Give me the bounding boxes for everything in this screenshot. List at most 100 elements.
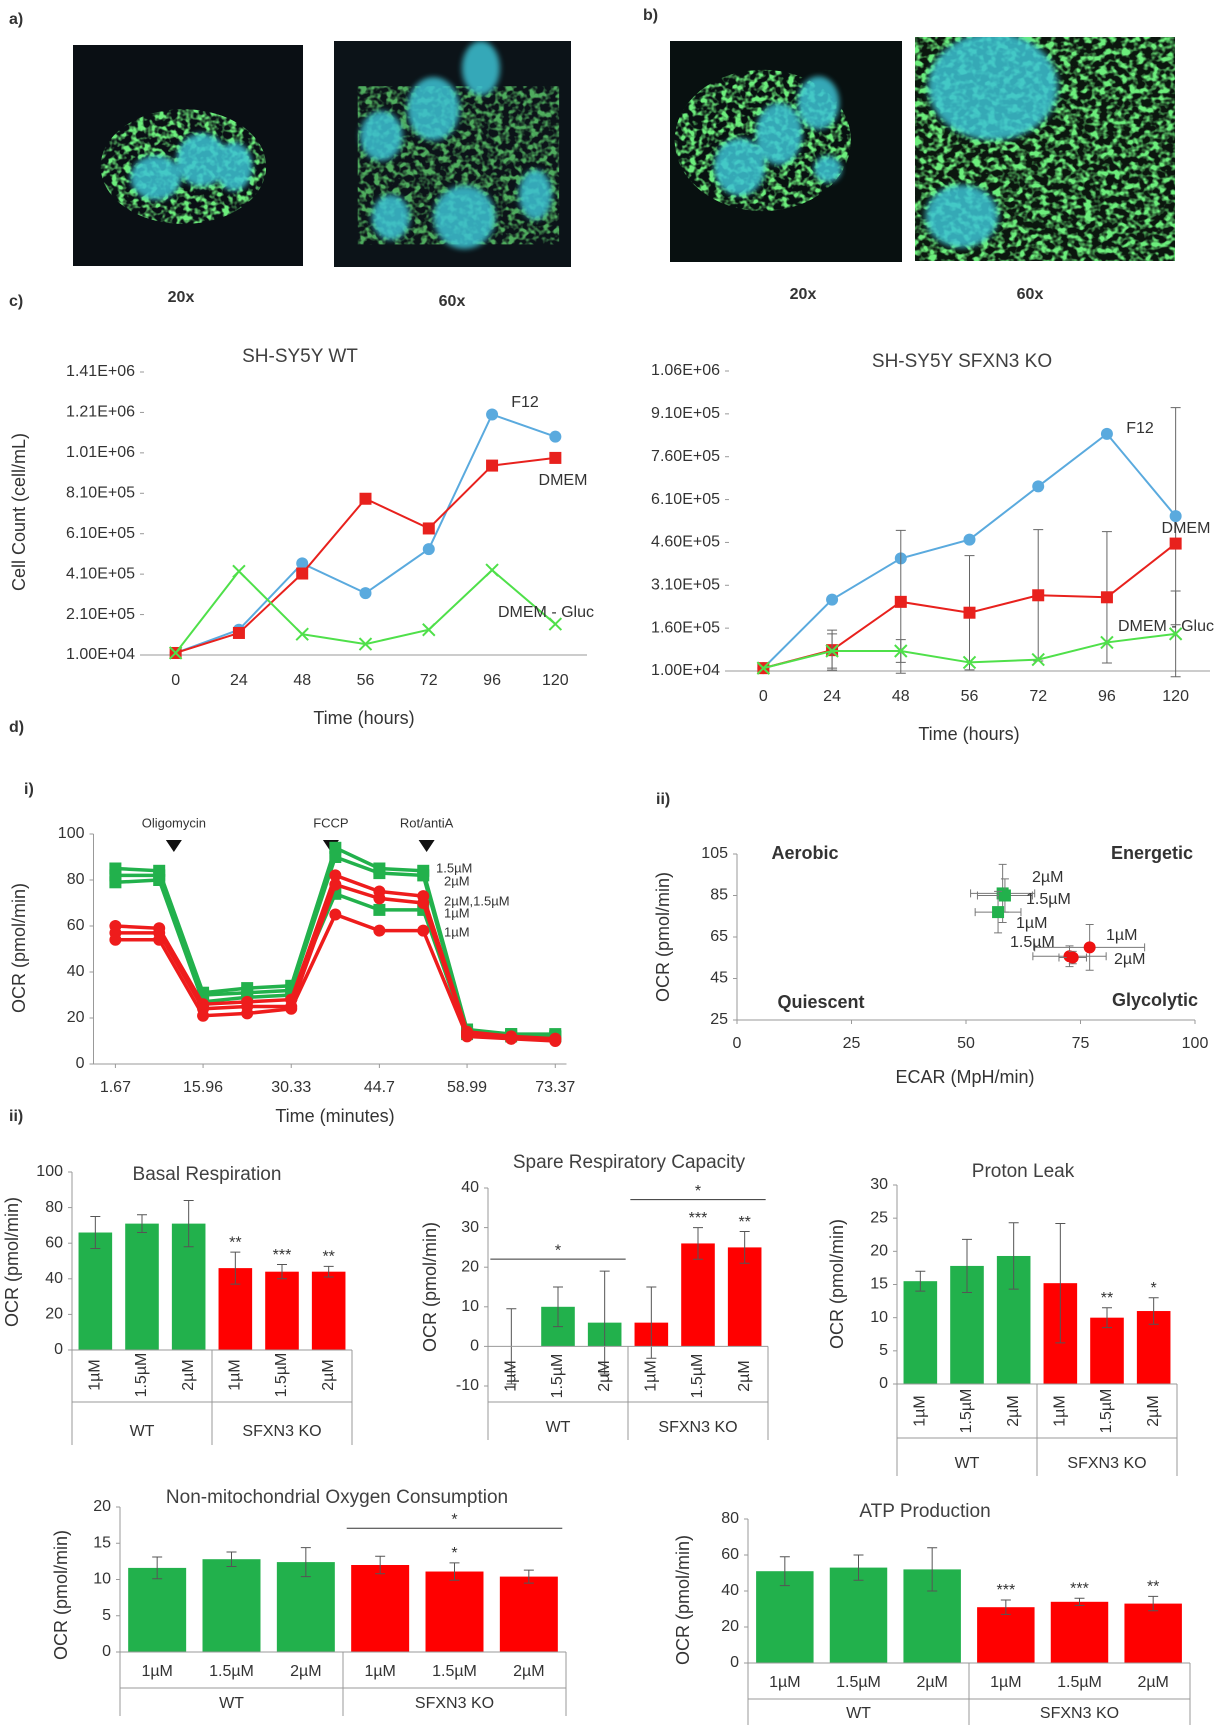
- group-label: SFXN3 KO: [1067, 1455, 1146, 1472]
- injection-label: Oligomycin: [142, 815, 206, 830]
- y-axis-label: OCR (pmol/min): [827, 1219, 847, 1349]
- significance: **: [322, 1249, 334, 1266]
- y-tick-label: 30: [461, 1219, 479, 1236]
- marker: [373, 892, 385, 904]
- x-tick-label: 2µM: [596, 1360, 613, 1391]
- x-tick-label: 50: [957, 1035, 975, 1052]
- x-tick-label: 0: [733, 1035, 742, 1052]
- marker: [486, 564, 498, 576]
- y-tick-label: 0: [102, 1643, 111, 1660]
- x-tick-label: 58.99: [447, 1079, 487, 1096]
- y-tick-label: 2.10E+05: [66, 606, 135, 623]
- y-tick-label: 80: [67, 871, 85, 888]
- series-label: F12: [1126, 420, 1154, 437]
- significance: ***: [996, 1582, 1015, 1599]
- x-tick-label: 2µM: [1145, 1395, 1162, 1426]
- bar: [125, 1224, 159, 1350]
- y-tick-label: 25: [870, 1209, 888, 1226]
- y-tick-label: 4.60E+05: [651, 534, 720, 551]
- x-tick-label: 1.5µM: [1057, 1674, 1102, 1691]
- y-tick-label: 6.10E+05: [651, 491, 720, 508]
- x-tick-label: 72: [420, 672, 438, 689]
- figure: a) b) c) d) i) ii) ii) 20x 60x 20x 60x S…: [0, 0, 1228, 1725]
- marker: [417, 925, 429, 937]
- x-tick-label: 2µM: [736, 1360, 753, 1391]
- y-tick-label: 20: [870, 1243, 888, 1260]
- x-tick-label: 44.7: [364, 1079, 395, 1096]
- bar: [904, 1281, 938, 1384]
- point-label: 1µM: [1106, 927, 1137, 944]
- marker: [486, 408, 498, 420]
- chart-title: ATP Production: [859, 1501, 990, 1522]
- x-tick-label: 1.5µM: [133, 1353, 150, 1398]
- panel-label: ii): [9, 1108, 23, 1125]
- y-axis-label: OCR (pmol/min): [51, 1530, 71, 1660]
- significance: ***: [273, 1247, 292, 1264]
- x-tick-label: 56: [357, 672, 375, 689]
- y-tick-label: 7.60E+05: [651, 448, 720, 465]
- chart-title: Proton Leak: [972, 1161, 1075, 1182]
- y-tick-label: 6.10E+05: [66, 525, 135, 542]
- x-tick-label: 1.5µM: [549, 1354, 566, 1399]
- x-tick-label: 24: [230, 672, 248, 689]
- marker: [329, 909, 341, 921]
- marker: [826, 594, 838, 606]
- x-tick-label: 56: [961, 688, 979, 705]
- panel-label: ii): [656, 791, 670, 808]
- quadrant-label: Quiescent: [777, 992, 864, 1012]
- marker: [549, 1035, 561, 1047]
- x-tick-label: 1.5µM: [432, 1663, 477, 1680]
- marker: [423, 543, 435, 555]
- group-label: WT: [846, 1705, 871, 1722]
- series-label: DMEM - Gluc: [1118, 618, 1214, 635]
- x-tick-label: 120: [1162, 688, 1189, 705]
- bracket-label: *: [555, 1242, 561, 1259]
- panel-label: d): [9, 719, 24, 736]
- bar: [1124, 1604, 1181, 1663]
- magnification: 60x: [439, 293, 466, 310]
- marker: [329, 851, 341, 863]
- y-tick-label: 45: [710, 970, 728, 987]
- group-label: WT: [955, 1455, 980, 1472]
- x-tick-label: 1µM: [990, 1674, 1021, 1691]
- y-tick-label: 20: [93, 1498, 111, 1515]
- y-tick-label: 0: [879, 1375, 888, 1392]
- series-label: DMEM - Gluc: [498, 604, 594, 621]
- y-axis-label: OCR (pmol/min): [2, 1197, 22, 1327]
- marker: [423, 522, 435, 534]
- injection-arrow: [419, 840, 435, 852]
- marker: [964, 607, 976, 619]
- panel-label: b): [643, 7, 658, 24]
- x-tick-label: 120: [542, 672, 569, 689]
- marker: [296, 568, 308, 580]
- bar: [128, 1568, 186, 1652]
- y-tick-label: 20: [461, 1258, 479, 1275]
- x-axis-label: Time (hours): [918, 724, 1019, 744]
- marker: [233, 565, 245, 577]
- marker: [549, 431, 561, 443]
- x-tick-label: 48: [892, 688, 910, 705]
- y-tick-label: 60: [45, 1234, 63, 1251]
- x-tick-label: 1µM: [141, 1663, 172, 1680]
- y-tick-label: 85: [710, 887, 728, 904]
- bar: [830, 1568, 887, 1663]
- x-tick-label: 96: [483, 672, 501, 689]
- y-tick-label: 65: [710, 928, 728, 945]
- point-label: 1.5µM: [1010, 934, 1055, 951]
- marker: [373, 925, 385, 937]
- chart-title: SH-SY5Y SFXN3 KO: [872, 351, 1052, 372]
- x-tick-label: 2µM: [513, 1663, 544, 1680]
- x-tick-label: 1µM: [769, 1674, 800, 1691]
- y-tick-label: 20: [721, 1618, 739, 1635]
- x-tick-label: 1.5µM: [689, 1354, 706, 1399]
- annotation: 1µM: [444, 905, 470, 920]
- x-tick-label: 1.5µM: [1098, 1389, 1115, 1434]
- marker: [233, 627, 245, 639]
- significance: **: [229, 1234, 241, 1251]
- bar: [977, 1607, 1034, 1663]
- marker: [153, 874, 165, 886]
- x-tick-label: 2µM: [1137, 1674, 1168, 1691]
- y-tick-label: 60: [721, 1546, 739, 1563]
- group-label: SFXN3 KO: [1040, 1705, 1119, 1722]
- marker: [1084, 941, 1096, 953]
